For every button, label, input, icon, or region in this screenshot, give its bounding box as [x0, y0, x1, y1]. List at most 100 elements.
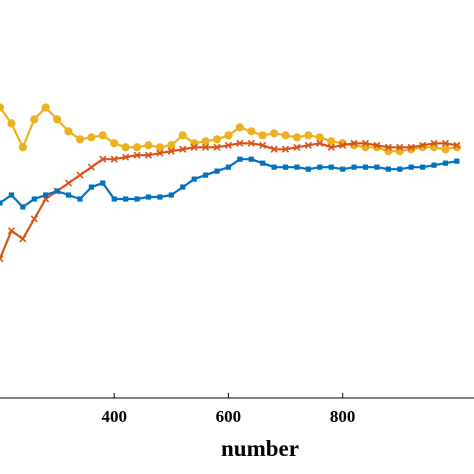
series-1-point	[99, 155, 107, 163]
series-2-point	[351, 164, 357, 170]
series-0-point	[212, 135, 222, 144]
series-1-point	[167, 147, 175, 155]
series-1-point	[396, 143, 404, 151]
series-2-point	[31, 196, 37, 202]
series-2-point	[157, 194, 163, 200]
series-2-point	[0, 200, 3, 206]
series-2-point	[123, 196, 129, 202]
series-0-point	[315, 133, 324, 142]
series-2-point	[20, 204, 26, 210]
series-1-point	[179, 145, 187, 153]
series-1-point	[247, 139, 255, 147]
series-2	[0, 156, 460, 210]
series-1-point	[304, 141, 312, 149]
series-2-point	[111, 196, 117, 202]
series-0-point	[304, 131, 313, 140]
series-0-point	[270, 129, 279, 138]
series-0-point	[281, 131, 290, 140]
series-2-point	[282, 164, 289, 170]
series-1-point	[373, 141, 381, 149]
series-2-point	[431, 162, 437, 168]
series-0-point	[18, 143, 27, 152]
series-1-point	[64, 179, 73, 187]
series-1-point	[441, 139, 450, 147]
x-tick-label: 400	[101, 407, 127, 426]
series-2-point	[454, 158, 460, 164]
series-0-point	[258, 131, 267, 140]
series-1-point	[224, 141, 232, 149]
x-axis-label: number	[221, 436, 299, 461]
series-2-point	[420, 164, 426, 170]
series-2-point	[340, 166, 346, 172]
series-1-point	[236, 139, 244, 147]
series-1-point	[270, 145, 278, 153]
series-2-point	[202, 172, 209, 178]
series-2-point	[43, 192, 49, 198]
series-1-point	[133, 151, 141, 159]
series-1-point	[76, 171, 84, 179]
series-1-point	[0, 255, 4, 263]
series-1-point	[339, 141, 347, 149]
series-1-point	[156, 149, 164, 157]
series-0-point	[224, 131, 233, 140]
series-1-point	[87, 163, 95, 171]
series-0-point	[327, 137, 336, 146]
series-1-point	[122, 153, 130, 161]
series-1-point	[293, 143, 301, 151]
x-tick-label: 600	[216, 407, 242, 426]
series-2-point	[271, 164, 277, 170]
series-1-point	[384, 143, 392, 151]
series-0-point	[235, 123, 244, 132]
series-1-point	[350, 139, 358, 147]
series-1-point	[259, 141, 267, 149]
series-0-point	[53, 115, 62, 124]
series-layer	[0, 103, 461, 263]
series-2-point	[374, 164, 380, 170]
series-0-point	[98, 131, 107, 140]
series-1-point	[430, 139, 438, 147]
series-0-point	[64, 127, 73, 136]
series-0-point	[30, 115, 39, 124]
series-0-point	[132, 143, 142, 152]
series-1-point	[327, 143, 335, 151]
series-2-point	[180, 184, 186, 190]
series-1-point	[281, 145, 290, 153]
series-1-point	[202, 143, 210, 151]
series-2-point	[88, 184, 94, 190]
series-1-point	[144, 151, 153, 159]
series-2-point	[237, 156, 243, 162]
series-2-point	[362, 164, 369, 170]
series-2-point	[225, 164, 232, 170]
series-2-point	[260, 160, 266, 166]
series-0-point	[167, 141, 176, 150]
series-1-point	[190, 143, 198, 151]
series-2-point	[65, 192, 72, 198]
series-1-line	[0, 142, 458, 260]
series-1-point	[419, 141, 427, 149]
series-1-point	[7, 227, 15, 235]
series-2-point	[191, 176, 197, 182]
series-2-point	[100, 180, 106, 186]
series-2-point	[328, 164, 334, 170]
series-2-point	[294, 164, 300, 170]
series-1-point	[453, 141, 461, 149]
series-0	[0, 103, 461, 156]
series-1-point	[110, 155, 118, 163]
series-2-point	[305, 166, 311, 172]
series-2-point	[248, 156, 254, 162]
series-0-point	[247, 127, 256, 136]
series-1-point	[19, 235, 27, 243]
series-0-point	[292, 133, 302, 142]
series-1	[0, 139, 461, 263]
series-2-point	[385, 166, 391, 172]
series-0-point	[121, 143, 130, 152]
series-0-point	[110, 139, 119, 148]
series-2-point	[408, 164, 414, 170]
series-1-point	[316, 139, 324, 147]
series-2-point	[8, 192, 15, 198]
series-2-point	[442, 160, 449, 166]
series-1-point	[30, 215, 38, 223]
series-0-point	[178, 131, 187, 140]
series-2-point	[54, 188, 60, 194]
